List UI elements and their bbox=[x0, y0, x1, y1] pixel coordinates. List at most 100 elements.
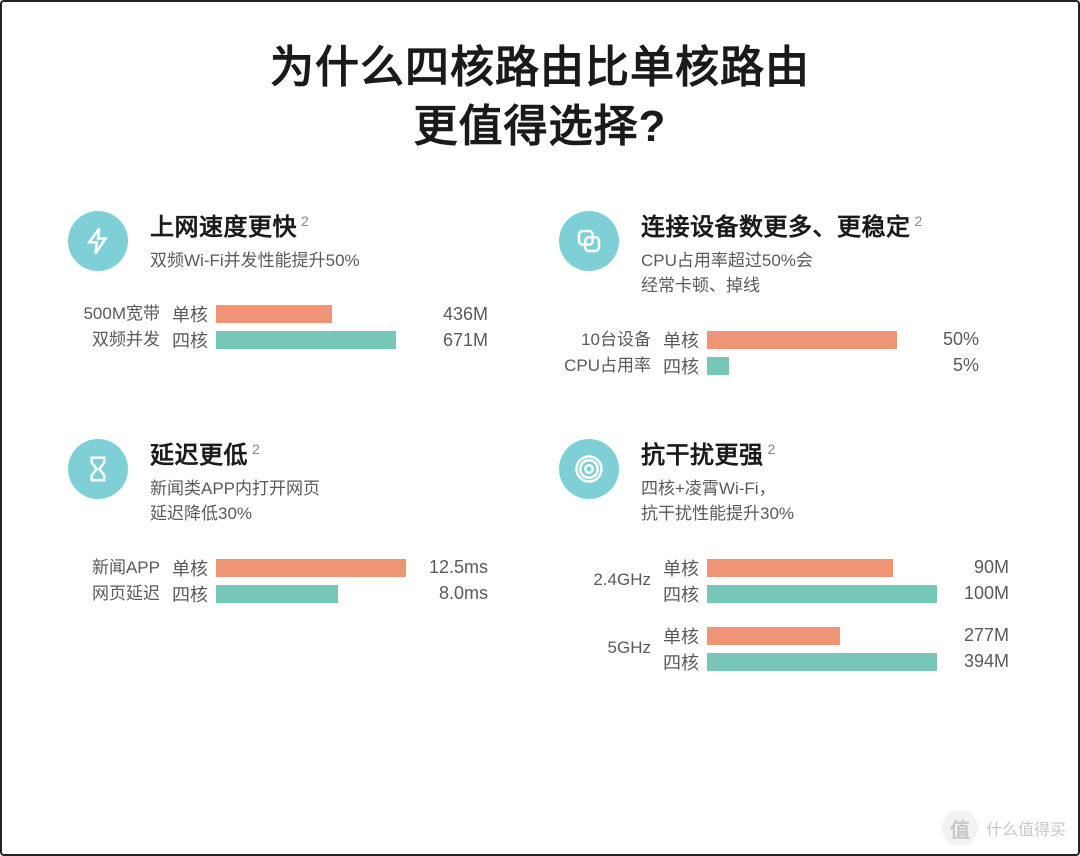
card-sup: 2 bbox=[301, 213, 309, 229]
card-head: 上网速度更快2 双频Wi-Fi并发性能提升50% bbox=[68, 207, 521, 274]
main-title: 为什么四核路由比单核路由 更值得选择? bbox=[0, 0, 1080, 157]
bar-fill-single bbox=[216, 559, 406, 577]
bar-fill-quad bbox=[707, 585, 937, 603]
card-sub: 双频Wi-Fi并发性能提升50% bbox=[150, 248, 521, 274]
card-latency: 延迟更低2 新闻类APP内打开网页 延迟降低30% 新闻APP 单核 12.5m… bbox=[68, 435, 521, 675]
card-title: 抗干扰更强2 bbox=[641, 435, 1012, 470]
bar-value: 50% bbox=[907, 329, 979, 350]
card-interference: 抗干扰更强2 四核+凌霄Wi-Fi， 抗干扰性能提升30% 2.4GHz 单核 … bbox=[559, 435, 1012, 675]
bar-row-quad: CPU占用率 四核 5% bbox=[559, 353, 1012, 379]
bar-group-24: 2.4GHz 单核 90M 四核 100M bbox=[559, 555, 1012, 607]
bar-fill-single bbox=[707, 627, 840, 645]
wifi-icon bbox=[559, 439, 619, 499]
bar-value: 90M bbox=[937, 557, 1009, 578]
series-label: 四核 bbox=[168, 581, 216, 607]
series-label: 四核 bbox=[659, 353, 707, 379]
bar-track bbox=[707, 559, 937, 577]
group-label: 网页延迟 bbox=[68, 583, 168, 605]
card-sub: CPU占用率超过50%会 经常卡顿、掉线 bbox=[641, 248, 1012, 299]
bar-fill-quad bbox=[216, 585, 338, 603]
bar-fill-quad bbox=[216, 331, 396, 349]
bar-group: 10台设备 单核 50% CPU占用率 四核 5% bbox=[559, 327, 1012, 379]
series-label: 单核 bbox=[168, 301, 216, 327]
card-text: 延迟更低2 新闻类APP内打开网页 延迟降低30% bbox=[150, 435, 521, 527]
series-label: 单核 bbox=[659, 555, 707, 581]
bar-value: 394M bbox=[937, 651, 1009, 672]
card-title: 上网速度更快2 bbox=[150, 207, 521, 242]
bar-group: 500M宽带 单核 436M 双频并发 四核 671M bbox=[68, 301, 521, 353]
bar-fill-single bbox=[707, 331, 897, 349]
bar-row-single: 10台设备 单核 50% bbox=[559, 327, 1012, 353]
bar-row-single: 500M宽带 单核 436M bbox=[68, 301, 521, 327]
bar-track bbox=[707, 585, 937, 603]
card-head: 抗干扰更强2 四核+凌霄Wi-Fi， 抗干扰性能提升30% bbox=[559, 435, 1012, 527]
bar-track bbox=[707, 331, 907, 349]
card-title-text: 连接设备数更多、更稳定 bbox=[641, 214, 911, 241]
devices-icon bbox=[559, 211, 619, 271]
card-text: 上网速度更快2 双频Wi-Fi并发性能提升50% bbox=[150, 207, 521, 274]
group-label: 新闻APP bbox=[68, 557, 168, 579]
bar-fill-quad bbox=[707, 357, 729, 375]
card-text: 连接设备数更多、更稳定2 CPU占用率超过50%会 经常卡顿、掉线 bbox=[641, 207, 1012, 299]
bar-group-5: 5GHz 单核 277M 四核 394M bbox=[559, 623, 1012, 675]
bar-row-quad: 双频并发 四核 671M bbox=[68, 327, 521, 353]
series-label: 单核 bbox=[659, 623, 707, 649]
bar-value: 12.5ms bbox=[416, 557, 488, 578]
bar-track bbox=[707, 357, 907, 375]
bar-value: 100M bbox=[937, 583, 1009, 604]
bar-track bbox=[216, 585, 416, 603]
watermark-text: 什么值得买 bbox=[986, 816, 1066, 840]
bar-value: 436M bbox=[416, 304, 488, 325]
bar-track bbox=[707, 627, 937, 645]
card-sup: 2 bbox=[915, 213, 923, 229]
bar-value: 8.0ms bbox=[416, 583, 488, 604]
card-sup: 2 bbox=[252, 441, 260, 457]
bar-row-quad: 网页延迟 四核 8.0ms bbox=[68, 581, 521, 607]
title-line-2: 更值得选择? bbox=[0, 97, 1080, 156]
bolt-icon bbox=[68, 211, 128, 271]
series-label: 四核 bbox=[659, 649, 707, 675]
series-label: 四核 bbox=[659, 581, 707, 607]
series-label: 四核 bbox=[168, 327, 216, 353]
card-sub: 新闻类APP内打开网页 延迟降低30% bbox=[150, 476, 521, 527]
group-label: 10台设备 bbox=[559, 329, 659, 351]
watermark: 值 什么值得买 bbox=[942, 810, 1066, 846]
group-label: 5GHz bbox=[559, 637, 659, 659]
card-text: 抗干扰更强2 四核+凌霄Wi-Fi， 抗干扰性能提升30% bbox=[641, 435, 1012, 527]
card-sup: 2 bbox=[768, 441, 776, 457]
bar-track bbox=[216, 559, 416, 577]
card-speed: 上网速度更快2 双频Wi-Fi并发性能提升50% 500M宽带 单核 436M … bbox=[68, 207, 521, 379]
card-sub: 四核+凌霄Wi-Fi， 抗干扰性能提升30% bbox=[641, 476, 1012, 527]
bar-row-single: 2.4GHz 单核 90M bbox=[559, 555, 1012, 581]
card-title-text: 上网速度更快 bbox=[150, 214, 297, 241]
bar-group: 新闻APP 单核 12.5ms 网页延迟 四核 8.0ms bbox=[68, 555, 521, 607]
bar-fill-quad bbox=[707, 653, 937, 671]
group-label: CPU占用率 bbox=[559, 355, 659, 377]
series-label: 单核 bbox=[168, 555, 216, 581]
card-head: 延迟更低2 新闻类APP内打开网页 延迟降低30% bbox=[68, 435, 521, 527]
bar-row-single: 5GHz 单核 277M bbox=[559, 623, 1012, 649]
bar-value: 5% bbox=[907, 355, 979, 376]
series-label: 单核 bbox=[659, 327, 707, 353]
bar-fill-single bbox=[707, 559, 893, 577]
hourglass-icon bbox=[68, 439, 128, 499]
group-label: 双频并发 bbox=[68, 329, 168, 351]
title-line-1: 为什么四核路由比单核路由 bbox=[0, 38, 1080, 97]
card-title: 连接设备数更多、更稳定2 bbox=[641, 207, 1012, 242]
card-head: 连接设备数更多、更稳定2 CPU占用率超过50%会 经常卡顿、掉线 bbox=[559, 207, 1012, 299]
group-label: 2.4GHz bbox=[559, 569, 659, 591]
card-title-text: 抗干扰更强 bbox=[641, 442, 764, 469]
bar-track bbox=[707, 653, 937, 671]
bar-value: 671M bbox=[416, 330, 488, 351]
card-title: 延迟更低2 bbox=[150, 435, 521, 470]
bar-value: 277M bbox=[937, 625, 1009, 646]
group-label: 500M宽带 bbox=[68, 303, 168, 325]
bar-track bbox=[216, 305, 416, 323]
card-title-text: 延迟更低 bbox=[150, 442, 248, 469]
cards-grid: 上网速度更快2 双频Wi-Fi并发性能提升50% 500M宽带 单核 436M … bbox=[0, 157, 1080, 675]
bar-fill-single bbox=[216, 305, 332, 323]
card-devices: 连接设备数更多、更稳定2 CPU占用率超过50%会 经常卡顿、掉线 10台设备 … bbox=[559, 207, 1012, 379]
bar-track bbox=[216, 331, 416, 349]
watermark-badge-icon: 值 bbox=[942, 810, 978, 846]
bar-row-single: 新闻APP 单核 12.5ms bbox=[68, 555, 521, 581]
